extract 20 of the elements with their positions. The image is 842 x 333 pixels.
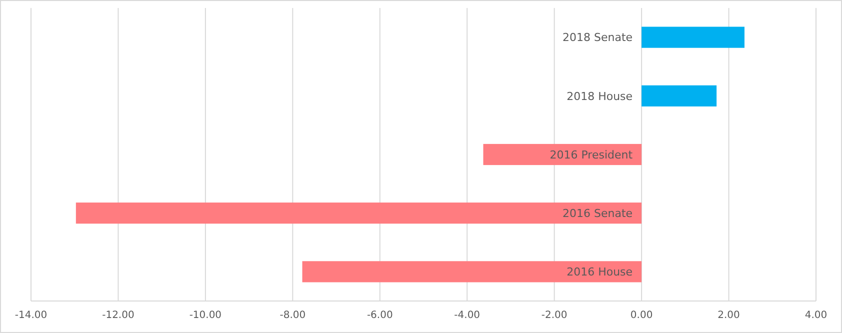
- x-tick-label: 4.00: [804, 310, 828, 321]
- bar: [483, 144, 642, 166]
- y-tick-label: 2016 Senate: [562, 206, 633, 220]
- x-tick-label: -2.00: [541, 310, 568, 321]
- x-tick-label: -6.00: [366, 310, 393, 321]
- x-tick-label: -4.00: [454, 310, 480, 321]
- y-tick-label: 2018 Senate: [562, 31, 633, 44]
- y-tick-label: 2018 House: [566, 90, 633, 103]
- bar: [76, 202, 642, 224]
- x-tick-label: -10.00: [189, 310, 222, 321]
- x-tick-label: 2.00: [718, 310, 740, 321]
- bar: [642, 85, 717, 106]
- x-tick-label: -12.00: [102, 310, 134, 321]
- x-tick-label: -8.00: [280, 310, 306, 321]
- bar: [642, 26, 744, 48]
- x-tick-label: -14.00: [14, 310, 48, 321]
- x-tick-label: 0.00: [630, 310, 653, 321]
- y-tick-label: 2016 House: [566, 266, 633, 279]
- bar: [302, 261, 642, 282]
- y-tick-label: 2016 President: [550, 148, 634, 162]
